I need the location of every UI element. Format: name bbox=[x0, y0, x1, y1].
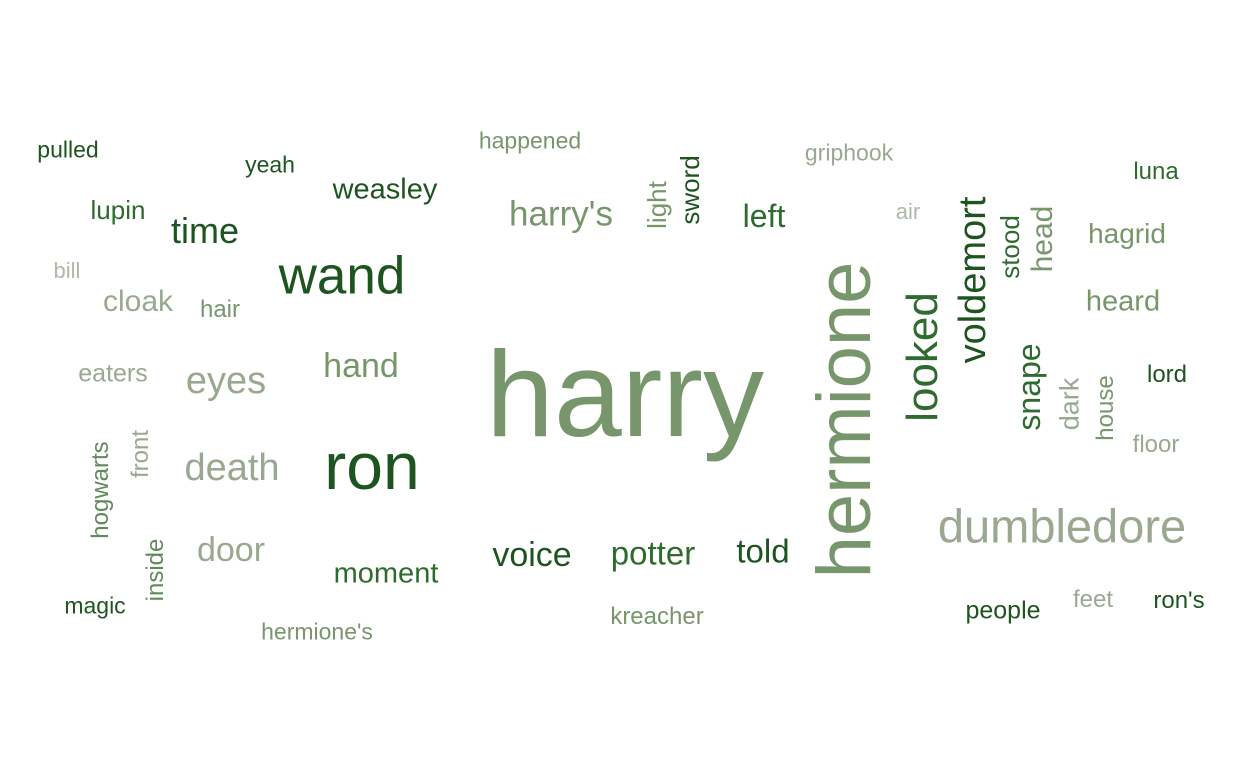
word-weasley: weasley bbox=[332, 173, 438, 206]
word-heard: heard bbox=[1085, 285, 1161, 318]
word-hermione: hermione bbox=[802, 261, 887, 579]
word-head: head bbox=[1026, 205, 1059, 273]
word-voldemort: voldemort bbox=[952, 196, 994, 364]
word-happened: happened bbox=[478, 127, 582, 154]
word-death: death bbox=[184, 447, 280, 489]
word-door: door bbox=[196, 531, 266, 569]
word-snape: snape bbox=[1011, 343, 1047, 431]
word-eaters: eaters bbox=[78, 359, 148, 388]
word-luna: luna bbox=[1133, 158, 1179, 185]
word-harrys: harry's bbox=[509, 194, 613, 234]
word-people: people bbox=[965, 596, 1041, 625]
word-wand: wand bbox=[278, 246, 406, 306]
word-magic: magic bbox=[64, 592, 126, 619]
word-bill: bill bbox=[53, 258, 81, 283]
word-lord: lord bbox=[1146, 361, 1188, 388]
word-voice: voice bbox=[492, 536, 572, 574]
word-light: light bbox=[642, 181, 672, 229]
word-kreacher: kreacher bbox=[610, 603, 704, 630]
word-eyes: eyes bbox=[185, 360, 267, 402]
word-looked: looked bbox=[898, 292, 947, 422]
word-harry: harry bbox=[486, 326, 764, 462]
word-hagrid: hagrid bbox=[1088, 218, 1166, 249]
word-dark: dark bbox=[1054, 377, 1085, 431]
word-rons: ron's bbox=[1153, 587, 1205, 614]
word-house: house bbox=[1092, 375, 1119, 441]
word-hogwarts: hogwarts bbox=[87, 441, 114, 539]
word-hermiones: hermione's bbox=[261, 618, 373, 645]
word-dumbledore: dumbledore bbox=[937, 499, 1187, 553]
word-yeah: yeah bbox=[245, 151, 295, 178]
word-pulled: pulled bbox=[37, 136, 99, 163]
word-hand: hand bbox=[323, 347, 399, 385]
word-lupin: lupin bbox=[90, 195, 146, 225]
word-left: left bbox=[742, 198, 786, 234]
word-stood: stood bbox=[995, 215, 1025, 279]
word-time: time bbox=[170, 210, 240, 251]
word-told: told bbox=[736, 532, 790, 570]
word-inside: inside bbox=[142, 538, 169, 602]
word-floor: floor bbox=[1132, 431, 1180, 458]
word-cloak: cloak bbox=[102, 285, 174, 318]
word-sword: sword bbox=[675, 155, 705, 225]
word-moment: moment bbox=[333, 557, 439, 590]
word-feet: feet bbox=[1072, 586, 1114, 613]
word-ron: ron bbox=[324, 429, 420, 503]
word-griphook: griphook bbox=[804, 139, 894, 166]
word-front: front bbox=[127, 429, 154, 479]
word-potter: potter bbox=[610, 534, 696, 572]
word-hair: hair bbox=[199, 296, 241, 323]
word-air: air bbox=[895, 199, 921, 224]
